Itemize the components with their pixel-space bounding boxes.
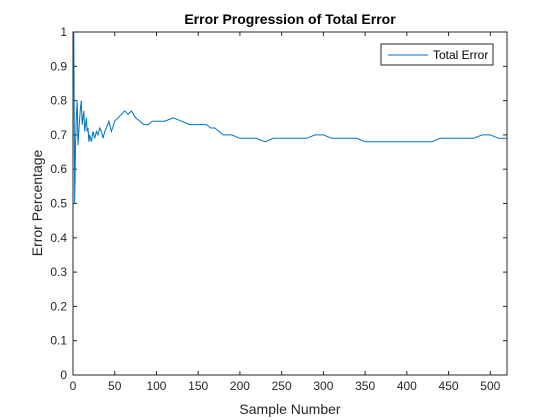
legend-label-total-error: Total Error bbox=[433, 48, 488, 62]
x-tick-label: 450 bbox=[439, 379, 459, 393]
y-tick-label: 0.6 bbox=[50, 162, 67, 176]
x-tick-label: 350 bbox=[355, 379, 375, 393]
plot-border bbox=[72, 31, 508, 376]
y-tick-label: 0.4 bbox=[50, 231, 67, 245]
x-tick-label: 300 bbox=[313, 379, 333, 393]
x-tick-label: 0 bbox=[70, 379, 77, 393]
y-tick-label: 0 bbox=[60, 368, 67, 382]
y-tick-label: 0.9 bbox=[50, 59, 67, 73]
x-tick-label: 50 bbox=[108, 379, 122, 393]
y-tick-label: 0.3 bbox=[50, 265, 67, 279]
x-tick-label: 400 bbox=[397, 379, 417, 393]
y-axis-label: Error Percentage bbox=[29, 149, 45, 256]
x-tick-label: 150 bbox=[188, 379, 208, 393]
series-line-total-error bbox=[73, 31, 507, 204]
x-tick-label: 250 bbox=[272, 379, 292, 393]
y-tick-label: 1 bbox=[60, 25, 67, 39]
series-layer bbox=[73, 31, 507, 204]
x-axis-label: Sample Number bbox=[239, 401, 340, 417]
chart-title: Error Progression of Total Error bbox=[184, 11, 396, 27]
y-tick-label: 0.5 bbox=[50, 197, 67, 211]
y-tick-label: 0.7 bbox=[50, 128, 67, 142]
x-tick-label: 500 bbox=[480, 379, 500, 393]
x-tick-label: 100 bbox=[146, 379, 166, 393]
x-axis-ticks: 0 50 100 150 200 250 300 350 400 450 500 bbox=[70, 32, 501, 393]
y-tick-label: 0.1 bbox=[50, 334, 67, 348]
legend-box bbox=[380, 43, 494, 66]
x-tick-label: 200 bbox=[230, 379, 250, 393]
y-tick-label: 0.8 bbox=[50, 94, 67, 108]
y-tick-label: 0.2 bbox=[50, 299, 67, 313]
plot-area bbox=[73, 32, 507, 375]
legend: Total Error bbox=[380, 43, 494, 66]
